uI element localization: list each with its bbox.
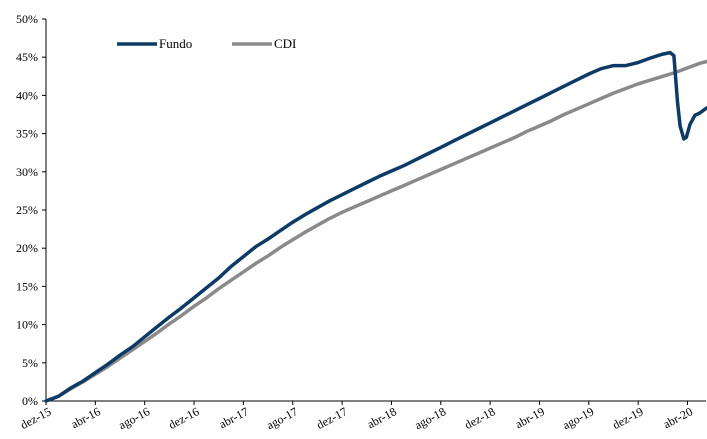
y-tick-label: 25% — [16, 203, 38, 217]
x-tick-label: dez-16 — [166, 404, 201, 432]
series-line-cdi — [44, 59, 707, 403]
y-tick-label: 50% — [16, 12, 38, 26]
series-layer — [44, 50, 707, 403]
series-line-fundo — [44, 50, 707, 403]
y-tick-label: 5% — [22, 356, 38, 370]
x-tick-label: ago-17 — [264, 404, 300, 432]
x-tick-label: abr-20 — [661, 404, 695, 431]
x-tick-label: dez-17 — [314, 404, 349, 432]
y-tick-label: 10% — [16, 318, 38, 332]
x-tick-label: abr-19 — [513, 404, 547, 431]
legend-label-fundo: Fundo — [159, 36, 192, 51]
x-axis: dez-15 abr-16 ago-16 dez-16 abr-17 ago-17 dez-… — [18, 400, 706, 432]
x-tick-label: ago-18 — [412, 404, 448, 432]
y-tick-label: 15% — [16, 279, 38, 293]
y-tick-label: 0% — [22, 394, 38, 408]
y-tick-label: 35% — [16, 127, 38, 141]
x-tick-label: dez-15 — [18, 404, 53, 432]
x-tick-label: abr-16 — [69, 404, 103, 431]
y-tick-label: 20% — [16, 241, 38, 255]
y-tick-label: 30% — [16, 165, 38, 179]
y-axis: 0% 5% 10% 15% 20% 25% 30% 35% 40% 45% 50% — [16, 12, 47, 408]
x-tick-label: abr-17 — [217, 404, 251, 431]
x-tick-label: abr-18 — [365, 404, 399, 431]
y-tick-label: 40% — [16, 88, 38, 102]
legend-label-cdi: CDI — [274, 36, 296, 51]
x-tick-label: ago-16 — [116, 404, 152, 432]
legend: Fundo CDI — [117, 36, 296, 51]
x-tick-label: dez-18 — [462, 404, 497, 432]
y-tick-label: 45% — [16, 50, 38, 64]
x-tick-label: ago-19 — [560, 404, 596, 432]
x-tick-label: dez-19 — [610, 404, 645, 432]
